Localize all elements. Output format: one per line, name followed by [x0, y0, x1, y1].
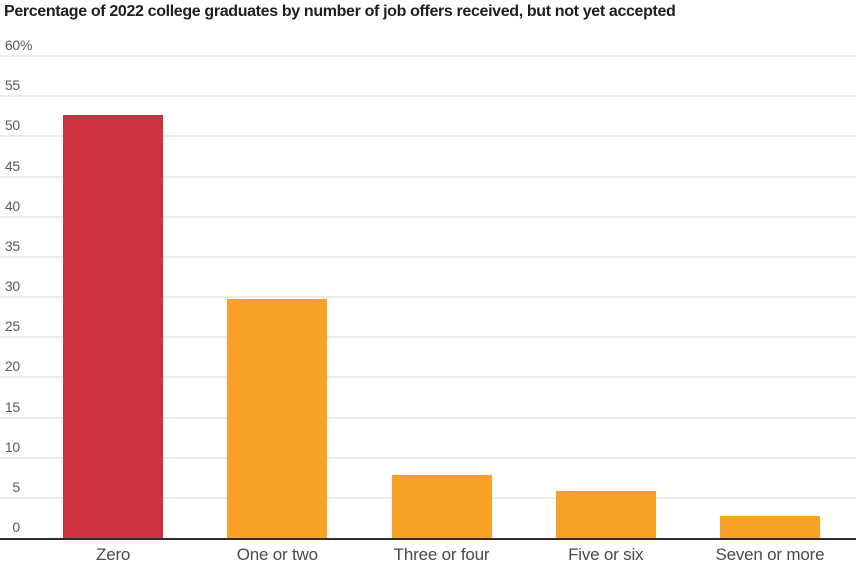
y-tick-value: 45 — [4, 157, 20, 174]
y-tick-label: 5 — [4, 480, 20, 494]
x-axis-label: Three or four — [393, 545, 490, 564]
y-tick-label: 0 — [4, 520, 20, 534]
y-tick-value: 15 — [4, 398, 20, 415]
y-tick-label: 20 — [4, 359, 20, 373]
y-tick-value: 0 — [12, 519, 20, 535]
y-tick-label: 25 — [4, 319, 20, 333]
gridline — [0, 296, 856, 298]
y-tick-value: 30 — [4, 278, 20, 294]
y-tick-label: 15 — [4, 400, 20, 414]
y-tick-label: 45 — [4, 159, 20, 173]
bars-layer — [31, 56, 852, 538]
y-tick-label: 50 — [4, 118, 20, 132]
gridline — [0, 175, 856, 178]
y-tick-value: 25 — [4, 318, 20, 335]
gridline — [0, 336, 856, 339]
bar-slot — [688, 56, 852, 538]
gridline — [0, 215, 856, 218]
y-tick-value: 60 — [4, 37, 20, 53]
y-tick-label: 10 — [4, 440, 20, 454]
gridline — [0, 95, 856, 98]
bar-slot — [31, 56, 195, 538]
y-tick-value: 20 — [4, 358, 20, 375]
y-tick-suffix: % — [20, 37, 33, 53]
y-tick-label: 35 — [4, 239, 20, 253]
y-tick-value: 10 — [4, 438, 20, 455]
y-tick-value: 35 — [4, 237, 20, 254]
y-tick-label: 60% — [4, 37, 33, 53]
y-tick-label: 55 — [4, 78, 20, 92]
bar-one-or-two — [227, 298, 328, 538]
x-axis-label: Five or six — [568, 545, 644, 564]
y-tick-value: 55 — [4, 77, 20, 94]
bar-slot — [195, 56, 359, 538]
chart-title: Percentage of 2022 college graduates by … — [4, 3, 676, 20]
bar-five-or-six — [555, 491, 656, 538]
y-tick-value: 40 — [4, 197, 20, 214]
x-axis-label: Seven or more — [715, 545, 825, 564]
bar-zero — [63, 114, 164, 538]
gridline — [0, 255, 856, 258]
y-tick-value: 5 — [12, 478, 20, 495]
bar-slot — [359, 56, 523, 538]
plot-area: 0 5 10 15 20 25 30 35 40 45 50 55 60% — [0, 38, 856, 540]
gridline — [0, 376, 856, 379]
x-axis-label: Zero — [96, 545, 131, 564]
gridline — [0, 135, 856, 138]
gridline — [0, 55, 856, 57]
x-axis-labels: Zero One or two Three or four Five or six Se… — [31, 540, 852, 569]
y-tick-value: 50 — [4, 117, 20, 134]
gridline — [0, 456, 856, 459]
bar-slot — [524, 56, 688, 538]
gridline — [0, 416, 856, 419]
bar-three-or-four — [391, 475, 492, 538]
x-axis-label: One or two — [236, 545, 318, 564]
bar-seven-or-more — [719, 516, 820, 538]
y-tick-label: 30 — [4, 279, 20, 293]
y-tick-label: 40 — [4, 199, 20, 213]
x-axis-line — [0, 538, 856, 540]
